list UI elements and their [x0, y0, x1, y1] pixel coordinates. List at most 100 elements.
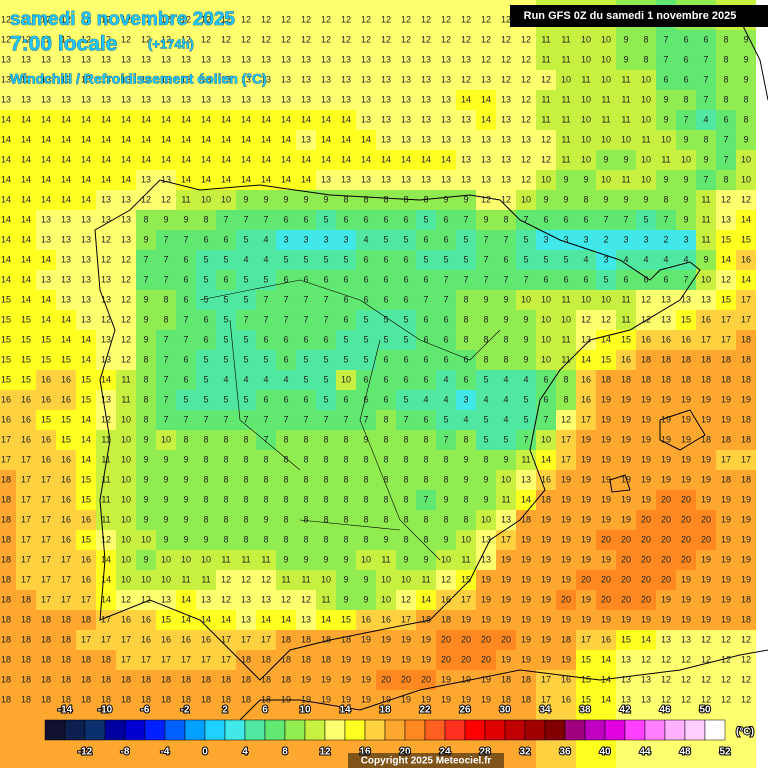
field-value: 15: [81, 534, 91, 544]
field-cell: [256, 670, 276, 690]
field-cell: [236, 210, 256, 230]
field-value: 13: [221, 54, 231, 64]
field-cell: [96, 530, 116, 550]
field-value: 20: [621, 574, 631, 584]
field-value: 9: [383, 534, 388, 544]
field-cell: [336, 130, 356, 150]
field-value: 13: [261, 54, 271, 64]
field-value: 12: [521, 154, 531, 164]
field-cell: [676, 210, 696, 230]
field-value: 8: [483, 354, 488, 364]
field-value: 19: [621, 514, 631, 524]
field-value: 18: [281, 634, 291, 644]
field-value: 18: [261, 674, 271, 684]
field-value: 11: [621, 294, 630, 304]
field-value: 13: [461, 174, 471, 184]
field-cell: [56, 530, 76, 550]
field-value: 16: [61, 374, 71, 384]
field-value: 12: [481, 34, 491, 44]
field-value: 14: [41, 154, 51, 164]
field-cell: [696, 230, 716, 250]
field-value: 8: [643, 34, 648, 44]
field-cell: [16, 0, 36, 30]
field-value: 13: [41, 234, 51, 244]
field-value: 11: [701, 234, 710, 244]
field-cell: [36, 570, 56, 590]
field-cell: [496, 330, 516, 350]
field-cell: [76, 490, 96, 510]
field-value: 13: [101, 74, 111, 84]
field-cell: [176, 410, 196, 430]
field-cell: [576, 590, 596, 610]
field-value: 6: [203, 334, 208, 344]
colorbar-label: -10: [98, 705, 113, 716]
field-value: 15: [581, 674, 591, 684]
field-cell: [616, 630, 636, 650]
field-value: 11: [561, 94, 570, 104]
field-cell: [476, 90, 496, 110]
field-value: 6: [183, 354, 188, 364]
colorbar-band: [484, 719, 506, 741]
colorbar-band: [504, 719, 526, 741]
field-value: 9: [683, 214, 688, 224]
field-cell: [76, 50, 96, 70]
field-cell: [616, 430, 636, 450]
field-value: 16: [81, 574, 91, 584]
field-value: 12: [161, 194, 171, 204]
field-value: 14: [101, 374, 111, 384]
field-value: 6: [183, 374, 188, 384]
field-cell: [716, 210, 736, 230]
field-cell: [176, 610, 196, 630]
field-value: 14: [201, 134, 211, 144]
field-cell: [736, 90, 756, 110]
field-cell: [216, 110, 236, 130]
field-value: 19: [741, 394, 751, 404]
field-value: 17: [1, 454, 11, 464]
field-cell: [176, 470, 196, 490]
field-value: 8: [143, 414, 148, 424]
field-value: 5: [203, 354, 208, 364]
field-value: 11: [541, 94, 550, 104]
field-value: 19: [341, 674, 351, 684]
field-cell: [736, 30, 756, 50]
field-cell: [616, 290, 636, 310]
field-value: 14: [21, 194, 31, 204]
field-cell: [256, 270, 276, 290]
field-value: 11: [641, 134, 650, 144]
field-value: 5: [243, 394, 248, 404]
field-value: 13: [501, 514, 511, 524]
field-value: 12: [441, 574, 451, 584]
field-value: 17: [21, 474, 31, 484]
field-cell: [76, 290, 96, 310]
colorbar-band: [424, 719, 446, 741]
field-cell: [676, 510, 696, 530]
field-value: 13: [401, 54, 411, 64]
field-cell: [256, 510, 276, 530]
field-cell: [36, 170, 56, 190]
field-cell: [396, 570, 416, 590]
field-cell: [0, 190, 16, 210]
field-cell: [536, 270, 556, 290]
field-value: 19: [601, 554, 611, 564]
field-cell: [56, 130, 76, 150]
field-value: 10: [601, 174, 611, 184]
field-value: 19: [421, 634, 431, 644]
field-value: 12: [21, 34, 31, 44]
field-cell: [276, 190, 296, 210]
field-cell: [396, 510, 416, 530]
field-cell: [596, 570, 616, 590]
field-cell: [116, 90, 136, 110]
field-value: 13: [21, 74, 31, 84]
field-value: 13: [41, 74, 51, 84]
field-value: 19: [681, 474, 691, 484]
field-cell: [0, 70, 16, 90]
field-value: 14: [261, 154, 271, 164]
field-value: 18: [741, 474, 751, 484]
field-value: 17: [741, 314, 751, 324]
field-value: 9: [743, 74, 748, 84]
field-cell: [616, 450, 636, 470]
field-cell: [556, 390, 576, 410]
field-cell: [476, 330, 496, 350]
field-value: 12: [81, 14, 91, 24]
field-value: 15: [81, 474, 91, 484]
